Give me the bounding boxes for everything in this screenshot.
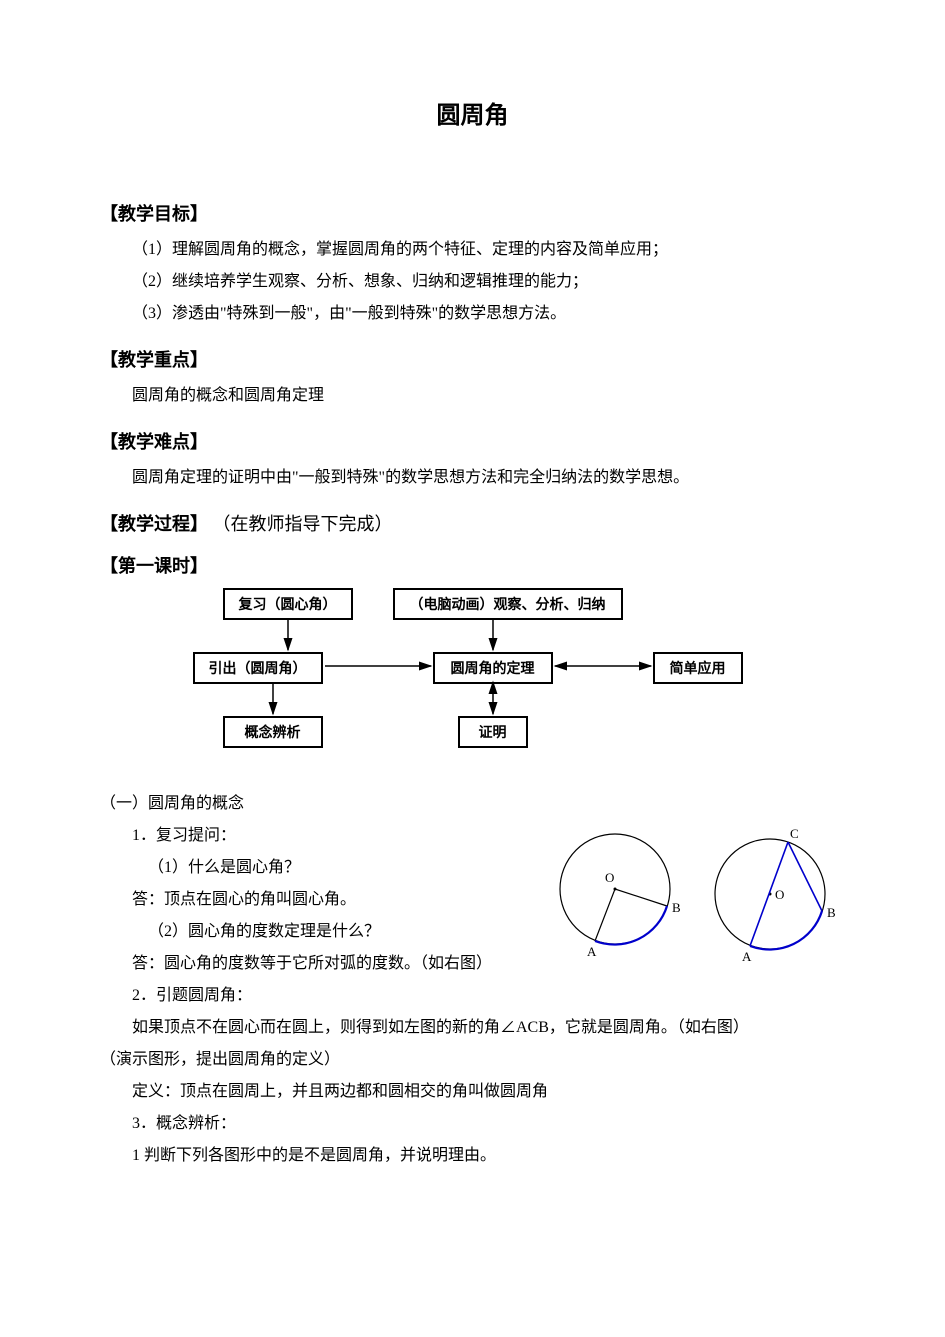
intro-note: （演示图形，提出圆周角的定义） (100, 1044, 845, 1076)
concept-heading: （一）圆周角的概念 (100, 788, 845, 820)
analysis-item1: 1 判断下列各图形中的是不是圆周角，并说明理由。 (100, 1140, 845, 1172)
diagram-label-O-left: O (605, 870, 614, 885)
diagram-label-C-right: C (790, 826, 799, 841)
fc-node-proof: 证明 (458, 716, 528, 748)
page-title: 圆周角 (100, 95, 845, 130)
fc-node-concept: 概念辨析 (223, 716, 323, 748)
process-note: （在教师指导下完成） (213, 514, 393, 534)
section-process-header: 【教学过程】 （在教师指导下完成） (100, 510, 845, 536)
lesson-flowchart: 复习（圆心角） （电脑动画）观察、分析、归纳 引出（圆周角） 圆周角的定理 简单… (193, 588, 753, 768)
intro-title: 2．引题圆周角： (100, 980, 845, 1012)
fc-node-theorem: 圆周角的定理 (433, 652, 553, 684)
fc-node-intro: 引出（圆周角） (193, 652, 323, 684)
section-difficulty-header: 【教学难点】 (100, 428, 845, 454)
definition: 定义：顶点在圆周上，并且两边都和圆相交的角叫做圆周角 (100, 1076, 845, 1108)
diagram-label-A-left: A (587, 944, 597, 959)
section-focus-header: 【教学重点】 (100, 346, 845, 372)
fc-node-apply: 简单应用 (653, 652, 743, 684)
document-page: 圆周角 【教学目标】 （1）理解圆周角的概念，掌握圆周角的两个特征、定理的内容及… (0, 0, 945, 1337)
intro-text: 如果顶点不在圆心而在圆上，则得到如左图的新的角∠ACB，它就是圆周角。（如右图） (100, 1012, 845, 1044)
objective-1: （1）理解圆周角的概念，掌握圆周角的两个特征、定理的内容及简单应用； (100, 234, 845, 266)
objective-3: （3）渗透由"特殊到一般"，由"一般到特殊"的数学思想方法。 (100, 298, 845, 330)
difficulty-text: 圆周角定理的证明中由"一般到特殊"的数学思想方法和完全归纳法的数学思想。 (100, 462, 845, 494)
diagram-label-B-left: B (672, 900, 681, 915)
diagram-label-A-right: A (742, 949, 752, 964)
objective-2: （2）继续培养学生观察、分析、想象、归纳和逻辑推理的能力； (100, 266, 845, 298)
section-objectives-header: 【教学目标】 (100, 200, 845, 226)
fc-node-observe: （电脑动画）观察、分析、归纳 (393, 588, 623, 620)
section-lesson1-header: 【第一课时】 (100, 552, 845, 578)
process-label: 【教学过程】 (100, 514, 208, 534)
focus-text: 圆周角的概念和圆周角定理 (100, 380, 845, 412)
fc-node-review: 复习（圆心角） (223, 588, 353, 620)
diagram-label-O-right: O (775, 887, 784, 902)
analysis-title: 3．概念辨析： (100, 1108, 845, 1140)
diagram-label-B-right: B (827, 905, 836, 920)
circle-diagrams: O A B O C A B (545, 824, 845, 964)
